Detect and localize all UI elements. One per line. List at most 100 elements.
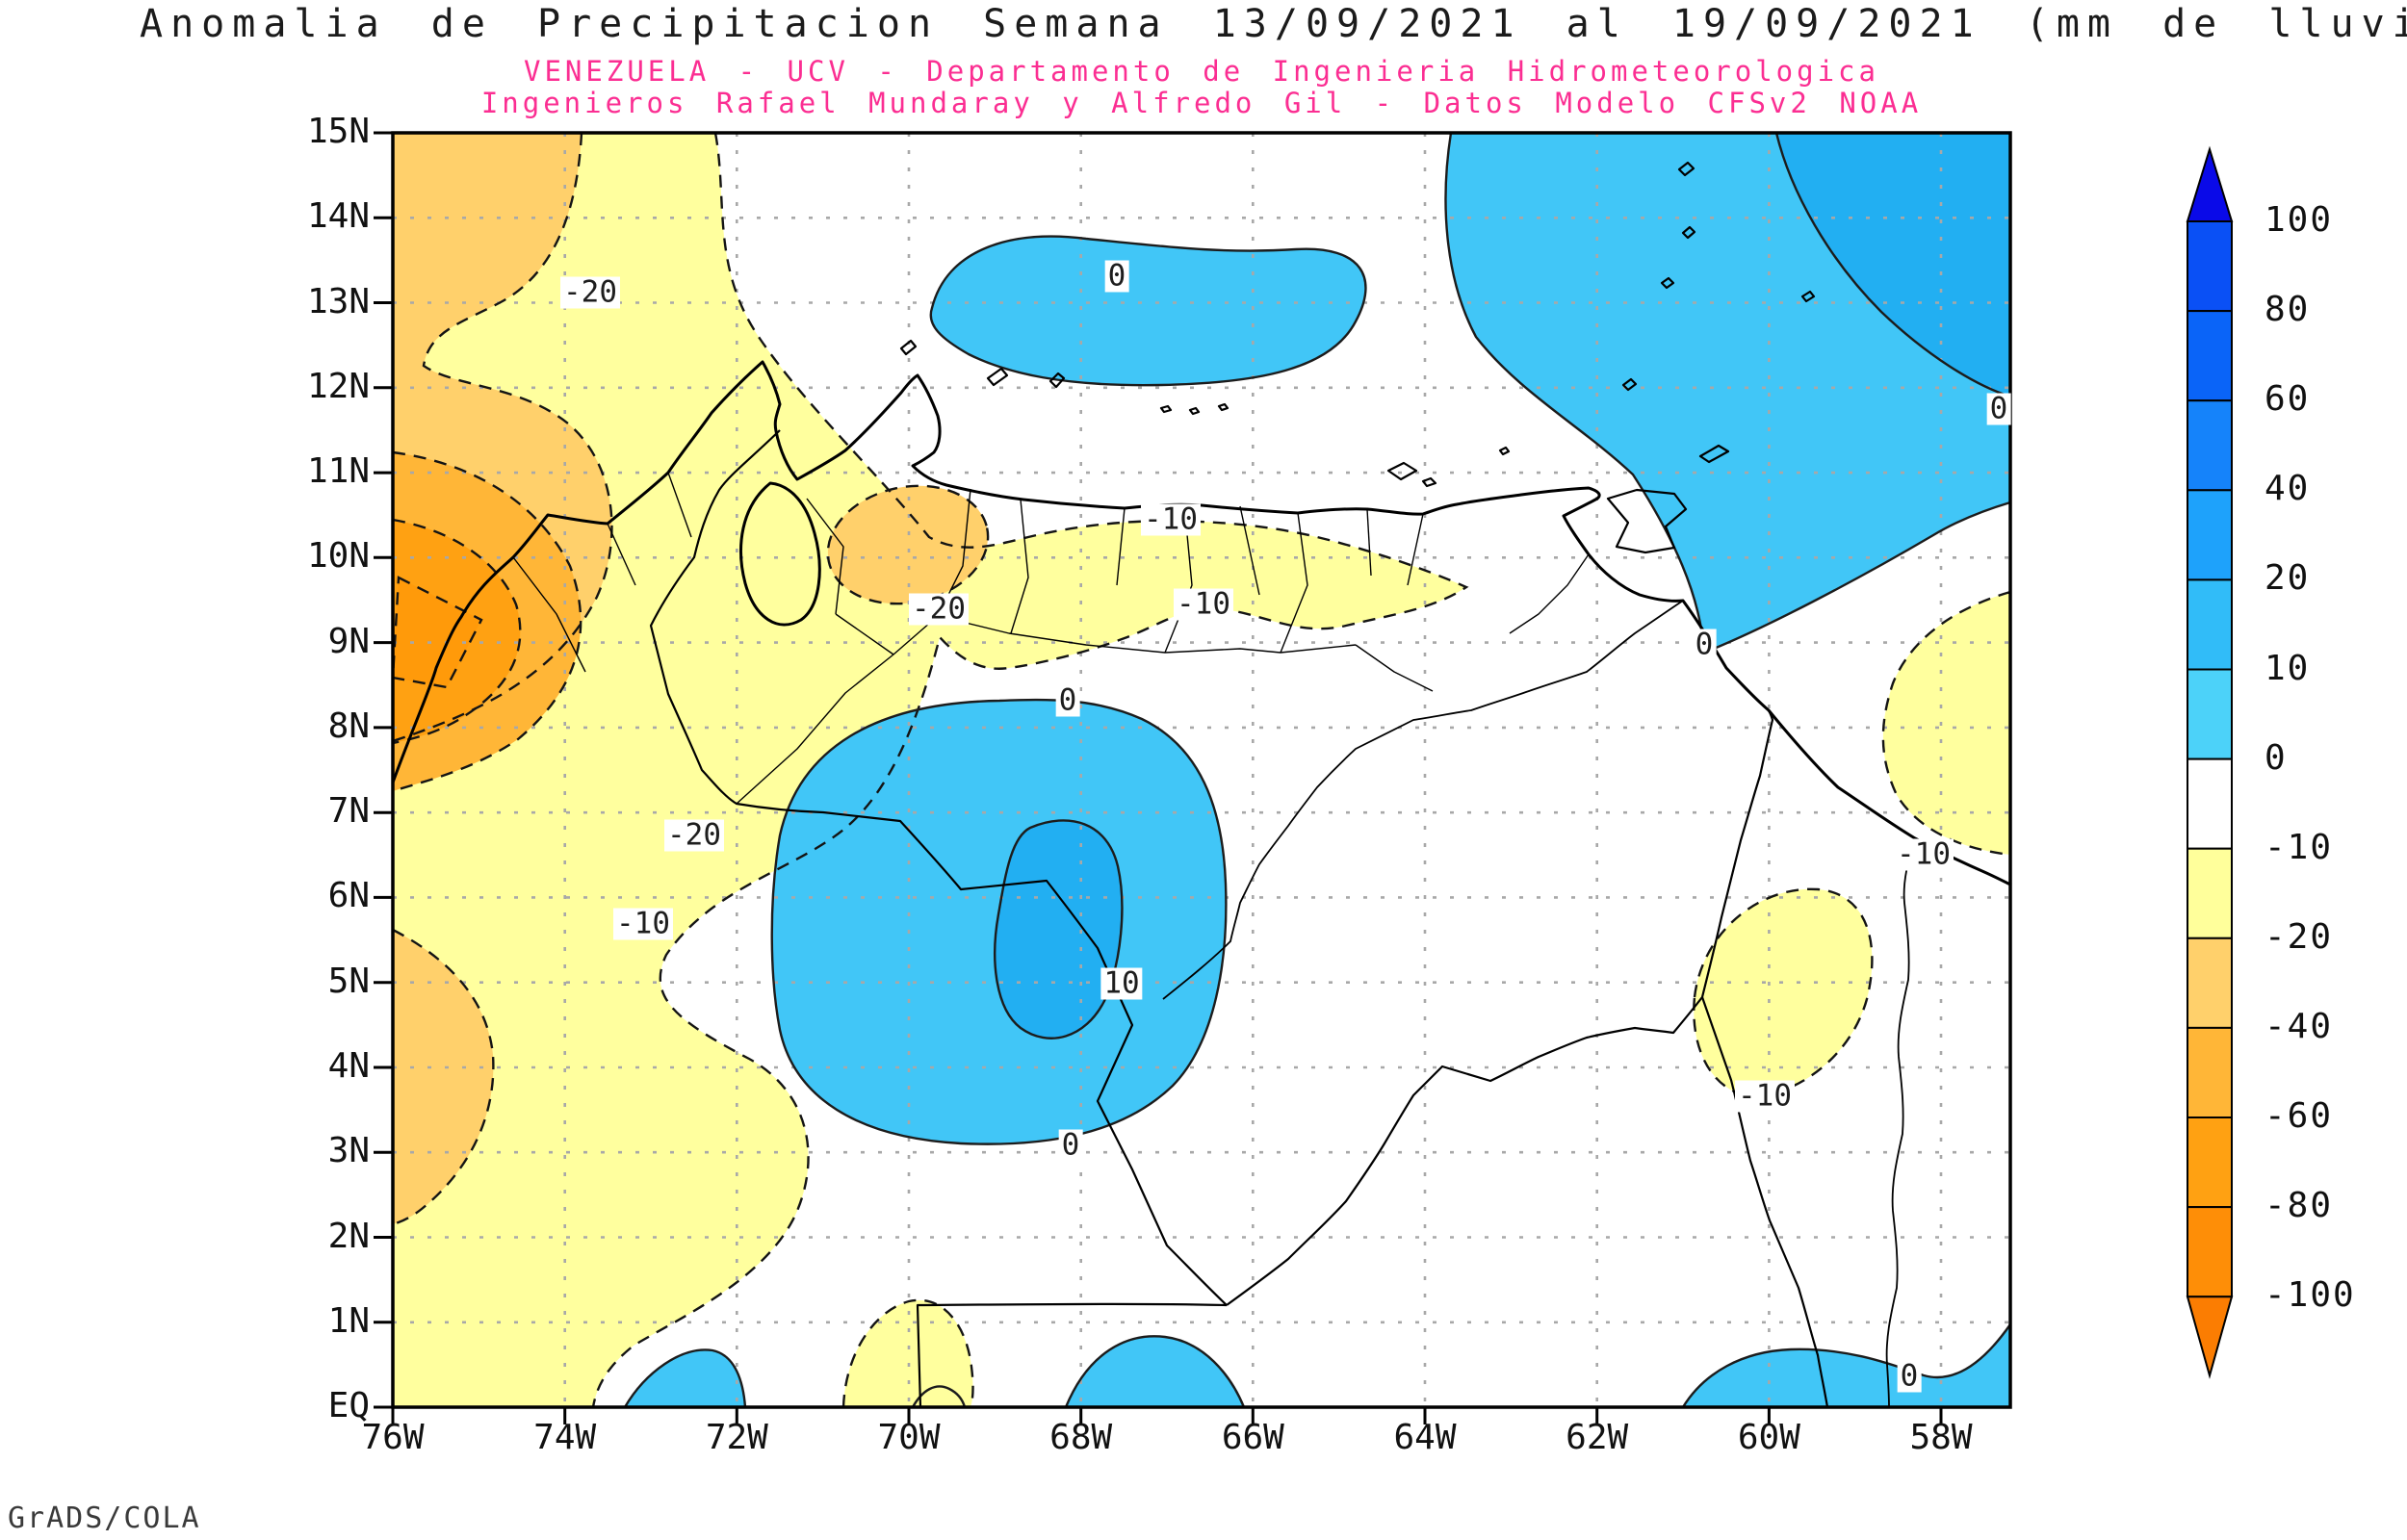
lat-tick-label: 1N <box>327 1300 370 1341</box>
region-wet-0-southeast <box>1683 1324 2010 1407</box>
contour-value-label: 0 <box>1058 1129 1083 1162</box>
contour-value-label: 10 <box>1100 967 1143 1000</box>
contour-value-label: 0 <box>1692 629 1717 661</box>
colorbar-segment <box>2187 220 2233 313</box>
colorbar-bottom-arrow <box>2186 1296 2234 1379</box>
latitude-tick-marks <box>374 131 393 1409</box>
lon-tick-label: 58W <box>1909 1418 1973 1457</box>
state-boundaries <box>512 472 1590 805</box>
contour-value-label: -10 <box>1735 1080 1795 1113</box>
contour-value-label: -10 <box>1894 838 1954 871</box>
lat-tick-label: 11N <box>306 451 370 492</box>
lon-tick-label: 68W <box>1049 1418 1113 1457</box>
los-testigos-islands <box>1498 446 1511 456</box>
contour-value-label: -20 <box>664 819 724 852</box>
barbados-island <box>1800 290 1816 303</box>
lon-tick-label: 64W <box>1393 1418 1457 1457</box>
page-title: Anomalia de Precipitacion Semana 13/09/2… <box>140 2 2407 46</box>
colombia-brazil-border <box>916 1302 1228 1408</box>
essequibo-river <box>1885 837 1916 1408</box>
colorbar-tick-label: 60 <box>2265 379 2311 420</box>
margarita-island <box>1386 461 1418 481</box>
lat-tick-label: 12N <box>306 366 370 406</box>
lat-tick-label: 10N <box>306 536 370 577</box>
contour-value-label: -10 <box>1174 588 1233 621</box>
tobago-island <box>1698 444 1730 464</box>
colorbar-tick-label: -100 <box>2265 1275 2356 1316</box>
subtitle-authors: Ingenieros Rafael Mundaray y Alfredo Gil… <box>480 87 1923 119</box>
colorbar-tick-label: 0 <box>2265 737 2288 778</box>
colorbar <box>2186 145 2234 1379</box>
bonaire-island <box>1048 372 1066 389</box>
lon-tick-label: 62W <box>1566 1418 1629 1457</box>
lon-tick-label: 60W <box>1737 1418 1800 1457</box>
lon-tick-label: 74W <box>533 1418 597 1457</box>
coche-island <box>1421 476 1437 488</box>
aruba-island <box>899 339 918 356</box>
anomaly-contour-map <box>374 131 2012 1424</box>
colorbar-tick-label: -60 <box>2265 1096 2334 1136</box>
colorbar-segment <box>2187 578 2233 671</box>
curacao-island <box>986 367 1009 387</box>
colorbar-tick-label: 80 <box>2265 290 2311 330</box>
martinique-island <box>1677 161 1695 177</box>
lat-tick-label: 15N <box>306 112 370 151</box>
islands <box>899 161 1816 554</box>
colorbar-segment <box>2187 937 2233 1029</box>
colorbar-segment <box>2187 668 2233 760</box>
colorbar-tick-label: 100 <box>2265 200 2334 240</box>
contour-value-label: -10 <box>1141 503 1201 536</box>
colorbar-segment <box>2187 399 2233 492</box>
colorbar-tick-label: 40 <box>2265 469 2311 509</box>
contour-value-label: 0 <box>1897 1360 1922 1393</box>
lon-tick-label: 76W <box>361 1418 425 1457</box>
colorbar-top-arrow <box>2186 145 2234 222</box>
contour-value-label: -10 <box>613 908 673 940</box>
map-frame <box>391 131 2012 1409</box>
colorbar-segment <box>2187 1206 2233 1298</box>
colorbar-segment <box>2187 1026 2233 1119</box>
venezuela-guyana-border <box>1700 709 1774 998</box>
contour-value-label: -20 <box>560 276 620 309</box>
colorbar-segment <box>2187 489 2233 581</box>
lat-tick-label: 13N <box>306 281 370 321</box>
orinoco-river <box>1162 600 1684 1000</box>
region-wet-0-south3 <box>1066 1336 1244 1407</box>
trinidad-island <box>1606 488 1688 554</box>
st-vincent-island <box>1660 276 1675 290</box>
lake-maracaibo <box>739 481 821 627</box>
lat-tick-label: 14N <box>306 196 370 237</box>
contour-value-label: 0 <box>1055 684 1080 717</box>
longitude-tick-marks <box>391 1407 1943 1424</box>
lat-tick-label: EQ <box>327 1386 370 1426</box>
geography-layer <box>391 161 2012 1408</box>
venezuela-colombia-border <box>649 429 1228 1306</box>
lon-tick-label: 66W <box>1221 1418 1284 1457</box>
contour-value-label: 0 <box>1986 393 2011 425</box>
lat-tick-label: 7N <box>327 791 370 832</box>
colorbar-tick-label: 20 <box>2265 558 2311 599</box>
st-lucia-island <box>1681 225 1696 240</box>
lat-tick-label: 6N <box>327 876 370 916</box>
colorbar-segment <box>2187 310 2233 402</box>
lat-tick-label: 8N <box>327 706 370 746</box>
colorbar-tick-label: -20 <box>2265 916 2334 957</box>
map-area: -20 0 -10 -10 -20 0 0 -20 -10 0 10 0 -10 -10 0 <box>374 131 2012 1424</box>
colorbar-segment <box>2187 1116 2233 1209</box>
lon-tick-label: 70W <box>877 1418 941 1457</box>
colorbar-segment <box>2187 757 2233 850</box>
lat-tick-label: 5N <box>327 961 370 1001</box>
contour-value-label: -20 <box>909 593 969 626</box>
region-dry-10-east-upper <box>1882 592 2010 855</box>
colorbar-tick-label: -80 <box>2265 1186 2334 1226</box>
colorbar-segment <box>2187 847 2233 939</box>
guyana-brazil-border <box>1700 996 1829 1408</box>
grenada-island <box>1621 377 1638 392</box>
colorbar-tick-label: -10 <box>2265 827 2334 867</box>
colorbar-tick-label: 10 <box>2265 648 2311 688</box>
colorbar-tick-label: -40 <box>2265 1006 2334 1046</box>
lat-tick-label: 3N <box>327 1131 370 1171</box>
lon-tick-label: 72W <box>705 1418 768 1457</box>
lat-tick-label: 9N <box>327 621 370 661</box>
